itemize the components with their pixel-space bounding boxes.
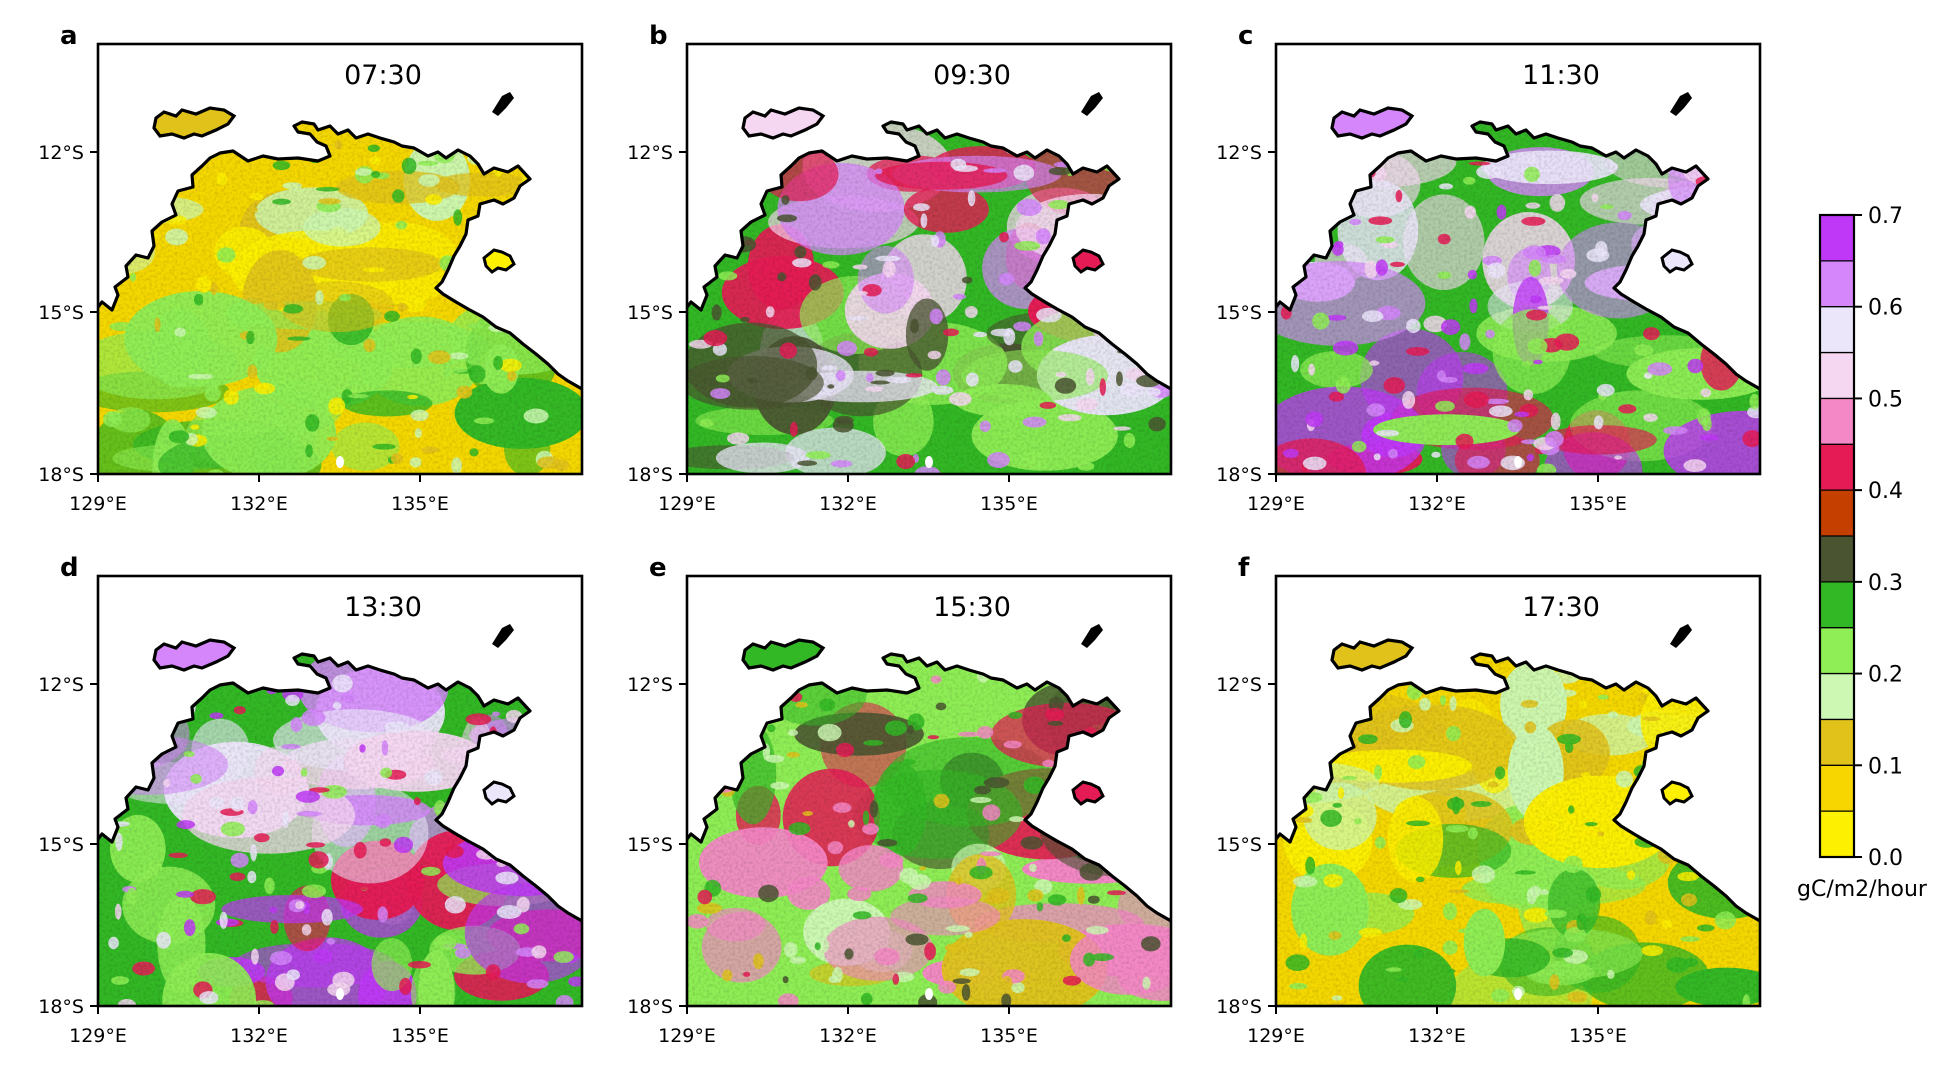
lon-tick-label: 129°E (1247, 493, 1305, 515)
lat-tick-label: 12°S (1216, 674, 1262, 696)
colorbar-unit-label: gC/m2/hour (1797, 877, 1928, 902)
panel-letter: f (1238, 553, 1250, 583)
map-raster (1276, 92, 1760, 474)
colorbar-swatch (1820, 306, 1854, 353)
map-frame (1274, 42, 1762, 476)
map-frame (96, 574, 584, 1008)
colorbar-swatch (1820, 719, 1854, 766)
lon-tick-label: 132°E (819, 493, 877, 515)
colorbar-tick-label: 0.6 (1868, 296, 1903, 321)
lon-tick-label: 135°E (1569, 493, 1627, 515)
lon-tick-label: 135°E (980, 1025, 1038, 1047)
lat-tick-label: 15°S (38, 302, 84, 324)
colorbar-tick-label: 0.5 (1868, 387, 1903, 412)
lon-tick-label: 129°E (1247, 1025, 1305, 1047)
panel-letter: b (649, 21, 668, 51)
lat-tick-label: 18°S (627, 464, 673, 486)
map-raster (98, 624, 582, 1006)
colorbar-swatch (1820, 444, 1854, 491)
lon-tick-label: 135°E (980, 493, 1038, 515)
colorbar-tick-label: 0.3 (1868, 571, 1903, 596)
map-panel-e: e 15:30 12°S 15°S 18°S 129°E 132°E 135°E (627, 553, 1173, 1047)
colorbar-swatch (1820, 627, 1854, 674)
map-raster (98, 92, 582, 474)
lat-tick-label: 12°S (38, 142, 84, 164)
colorbar-tick-label: 0.2 (1868, 663, 1903, 688)
map-panel-f: f 17:30 12°S 15°S 18°S 129°E 132°E 135°E (1216, 553, 1762, 1047)
map-panel-b: b 09:30 12°S 15°S 18°S 129°E 132°E 135°E (627, 21, 1173, 515)
colorbar-swatch (1820, 398, 1854, 445)
panel-letter: c (1238, 21, 1253, 51)
lon-tick-label: 132°E (1408, 493, 1466, 515)
lat-tick-label: 12°S (627, 142, 673, 164)
lat-tick-label: 12°S (1216, 142, 1262, 164)
lon-tick-label: 135°E (391, 1025, 449, 1047)
lon-tick-label: 132°E (1408, 1025, 1466, 1047)
colorbar-swatches (1820, 215, 1854, 858)
lat-tick-label: 15°S (1216, 302, 1262, 324)
panel-time-title: 07:30 (344, 60, 422, 91)
colorbar-swatch (1820, 536, 1854, 583)
panel-letter: e (649, 553, 667, 583)
colorbar-tick-label: 0.4 (1868, 479, 1903, 504)
lon-tick-label: 129°E (69, 1025, 127, 1047)
colorbar-swatch (1820, 765, 1854, 812)
lon-tick-label: 129°E (658, 493, 716, 515)
lat-tick-label: 15°S (627, 834, 673, 856)
lon-tick-label: 132°E (819, 1025, 877, 1047)
map-raster (687, 624, 1171, 1006)
panel-time-title: 17:30 (1522, 592, 1600, 623)
map-frame (685, 42, 1173, 476)
map-panel-a: a 07:30 12°S 15°S 18°S 129°E 132°E 135°E (38, 21, 584, 515)
map-raster (687, 92, 1171, 474)
colorbar-swatch (1820, 811, 1854, 858)
colorbar-tick-label: 0.7 (1868, 204, 1903, 229)
lat-tick-label: 18°S (1216, 996, 1262, 1018)
lat-tick-label: 12°S (627, 674, 673, 696)
lat-tick-label: 18°S (1216, 464, 1262, 486)
lat-tick-label: 18°S (38, 996, 84, 1018)
colorbar-swatch (1820, 673, 1854, 720)
map-panel-c: c 11:30 12°S 15°S 18°S 129°E 132°E 135°E (1216, 21, 1762, 515)
panel-time-title: 13:30 (344, 592, 422, 623)
lat-tick-label: 15°S (38, 834, 84, 856)
map-frame (1274, 574, 1762, 1008)
colorbar-tick-label: 0.1 (1868, 754, 1903, 779)
lon-tick-label: 129°E (658, 1025, 716, 1047)
map-raster (1276, 624, 1760, 1006)
panel-time-title: 11:30 (1522, 60, 1600, 91)
lat-tick-label: 12°S (38, 674, 84, 696)
lat-tick-label: 18°S (38, 464, 84, 486)
lon-tick-label: 135°E (1569, 1025, 1627, 1047)
lon-tick-label: 135°E (391, 493, 449, 515)
panel-letter: a (60, 21, 78, 51)
colorbar-swatch (1820, 260, 1854, 308)
colorbar-frame (1818, 213, 1856, 859)
panel-letter: d (60, 553, 79, 583)
colorbar: 0.0 0.1 0.2 0.3 0.4 0.5 0.6 0.7 gC/m2/hour (1797, 204, 1928, 902)
panel-time-title: 15:30 (933, 592, 1011, 623)
colorbar-swatch (1820, 352, 1854, 399)
lon-tick-label: 129°E (69, 493, 127, 515)
colorbar-swatch (1820, 490, 1854, 537)
map-frame (685, 574, 1173, 1008)
colorbar-swatch (1820, 215, 1854, 262)
lon-tick-label: 132°E (230, 1025, 288, 1047)
panel-time-title: 09:30 (933, 60, 1011, 91)
colorbar-tick-label: 0.0 (1868, 846, 1903, 871)
lat-tick-label: 15°S (627, 302, 673, 324)
lon-tick-label: 132°E (230, 493, 288, 515)
colorbar-swatch (1820, 581, 1854, 629)
lat-tick-label: 15°S (1216, 834, 1262, 856)
lat-tick-label: 18°S (627, 996, 673, 1018)
map-panel-d: d 13:30 12°S 15°S 18°S 129°E 132°E 135°E (38, 553, 584, 1047)
map-frame (96, 42, 584, 476)
